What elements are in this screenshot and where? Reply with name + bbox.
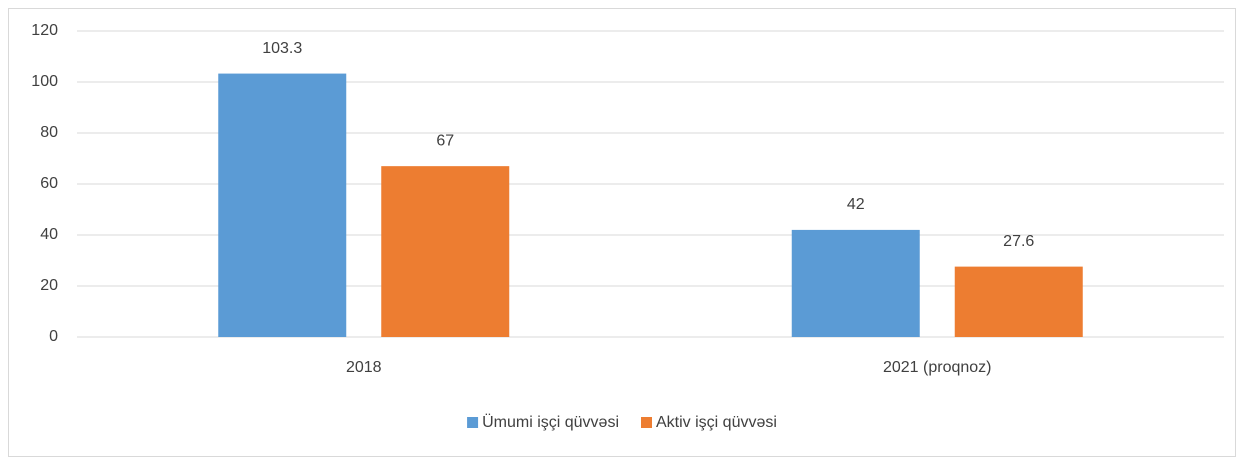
y-tick-label: 80: [40, 124, 58, 141]
y-tick-label: 60: [40, 175, 58, 192]
y-tick-label: 20: [40, 277, 58, 294]
x-tick-label: 2021 (proqnoz): [883, 359, 992, 376]
x-tick-label: 2018: [346, 359, 382, 376]
data-label: 42: [847, 196, 865, 213]
data-label: 27.6: [1003, 233, 1034, 250]
bar: [791, 229, 920, 337]
legend-label: Ümumi işçi qüvvəsi: [482, 413, 619, 431]
y-tick-label: 0: [49, 328, 58, 345]
y-tick-label: 120: [31, 22, 58, 39]
bar: [954, 266, 1083, 337]
legend-swatch: [467, 417, 479, 428]
legend-label: Aktiv işçi qüvvəsi: [656, 414, 777, 431]
bar: [218, 73, 347, 338]
legend-swatch: [641, 417, 652, 428]
y-tick-label: 100: [31, 73, 58, 90]
chart-border: [8, 8, 1236, 457]
y-tick-label: 40: [40, 226, 58, 243]
data-label: 67: [436, 132, 454, 149]
data-label: 103.3: [262, 40, 302, 57]
bar: [381, 166, 510, 337]
